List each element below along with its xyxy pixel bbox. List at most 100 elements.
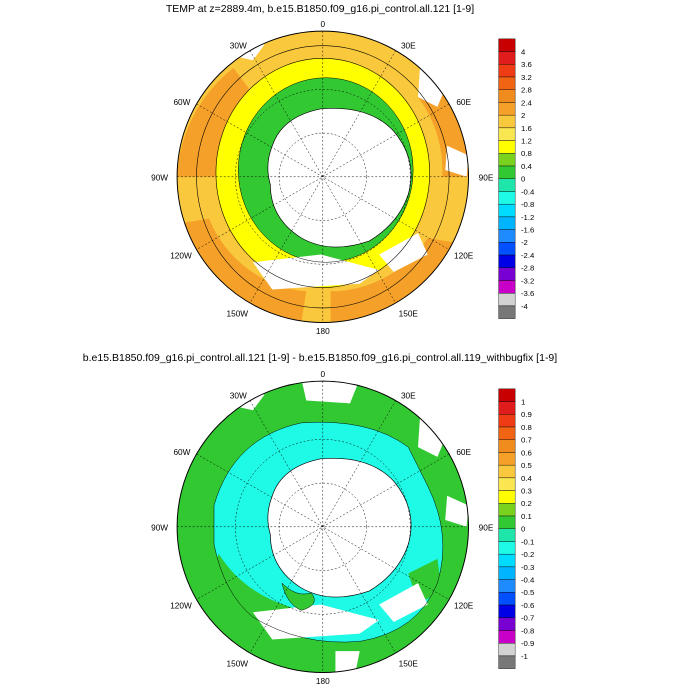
lon-label: 0 [321, 20, 326, 29]
colorbar-label: 0 [521, 175, 526, 184]
colorbar-label: 0.4 [521, 162, 532, 171]
map-title-bottom: b.e15.B1850.f09_g16.pi_control.all.121 [… [82, 352, 558, 364]
colorbar-swatch [498, 140, 516, 154]
map-title-top: TEMP at z=2889.4m, b.e15.B1850.f09_g16.p… [165, 3, 475, 15]
colorbar-swatch [498, 229, 516, 243]
map-field-bottom [177, 381, 469, 673]
colorbar-label: 0.1 [521, 512, 532, 521]
colorbar-label: 3.6 [521, 60, 532, 69]
colorbar-swatch [498, 293, 516, 307]
colorbar-swatch [498, 165, 516, 179]
lon-label: 30E [401, 42, 416, 51]
lon-label: 0 [321, 370, 326, 379]
colorbar-label: 0.4 [521, 474, 532, 483]
colorbar-label: -0.2 [521, 550, 534, 559]
map-field-top [177, 31, 469, 323]
colorbar-swatch [498, 630, 516, 644]
colorbar-swatch [498, 102, 516, 116]
colorbar-swatch [498, 216, 516, 230]
colorbar-swatch [498, 477, 516, 491]
colorbar-swatch [498, 464, 516, 479]
colorbar-label: -1 [521, 652, 528, 661]
colorbar-swatch [498, 592, 516, 606]
colorbar-swatch [498, 254, 516, 268]
lon-label: 150E [399, 310, 419, 319]
colorbar-swatch [498, 203, 516, 218]
lon-label: 90W [151, 524, 168, 533]
colorbar-swatch [498, 153, 516, 167]
colorbar-swatch [498, 89, 516, 103]
lon-label: 180 [316, 677, 330, 686]
lon-label: 30W [230, 392, 247, 401]
lon-label: 150W [227, 310, 249, 319]
colorbar-label: -1.2 [521, 213, 534, 222]
colorbar-label: -0.6 [521, 601, 534, 610]
colorbar-top: 4 3.6 3.2 2.8 2.4 2 1.6 1.2 0.8 0.4 0 -0.4 -0.8 -1.2 -… [498, 38, 535, 319]
colorbar-bottom: 1 0.9 0.8 0.7 0.6 0.5 0.4 0.3 0.2 0.1 0 -0.1 -0.2 -0.… [498, 388, 535, 669]
colorbar-swatch [498, 127, 516, 141]
colorbar-label: -2.8 [521, 264, 534, 273]
polar-map-panel-top: 0 30E 60E 90E 120E 150E 180 150W 120W 90… [151, 20, 535, 336]
lon-label: 120E [454, 251, 474, 260]
colorbar-label: 1.6 [521, 124, 532, 133]
lon-label: 60E [456, 448, 471, 457]
lon-label: 180 [316, 327, 330, 336]
lon-labels-top: 0 30E 60E 90E 120E 150E 180 150W 120W 90… [151, 20, 494, 336]
lon-label: 30W [230, 42, 247, 51]
colorbar-swatch [498, 604, 516, 618]
colorbar-swatch [498, 490, 516, 504]
colorbar-label: -0.7 [521, 614, 534, 623]
colorbar-label: 0.8 [521, 423, 532, 432]
colorbar-label: -0.1 [521, 537, 534, 546]
lon-labels-bottom: 0 30E 60E 90E 120E 150E 180 150W 120W 90… [151, 370, 494, 686]
colorbar-label: 0.8 [521, 149, 532, 158]
colorbar-label: -0.8 [521, 200, 534, 209]
colorbar-swatch [498, 51, 516, 65]
colorbar-swatch [498, 655, 516, 669]
colorbar-swatch [498, 515, 516, 529]
lon-label: 60W [173, 448, 190, 457]
colorbar-swatch [498, 503, 516, 517]
colorbar-swatch [498, 566, 516, 580]
colorbar-swatch [498, 64, 516, 78]
colorbar-swatch [498, 541, 516, 555]
colorbar-swatch [498, 305, 516, 319]
lon-label: 60W [173, 98, 190, 107]
polar-map-panel-bottom: 0 30E 60E 90E 120E 150E 180 150W 120W 90… [151, 370, 535, 686]
colorbar-swatch [498, 579, 516, 593]
lon-label: 90E [479, 174, 494, 183]
colorbar-swatch [498, 76, 516, 90]
colorbar-label: -0.4 [521, 187, 535, 196]
colorbar-label: 1.2 [521, 137, 532, 146]
colorbar-label: -3.6 [521, 289, 534, 298]
colorbar-swatch [498, 426, 516, 440]
colorbar-swatch [498, 242, 516, 256]
colorbar-swatch [498, 643, 516, 657]
colorbar-label: -0.4 [521, 576, 535, 585]
colorbar-label: 3.2 [521, 73, 532, 82]
colorbar-label: -2.4 [521, 251, 535, 260]
lon-label: 120W [170, 251, 192, 260]
lon-label: 120E [454, 601, 474, 610]
colorbar-label: 4 [521, 47, 526, 56]
lon-label: 60E [456, 98, 471, 107]
colorbar-label: -0.9 [521, 639, 534, 648]
colorbar-label: -1.6 [521, 226, 534, 235]
colorbar-swatch [498, 388, 516, 402]
colorbar-label: 0.6 [521, 448, 532, 457]
colorbar-swatch [498, 553, 516, 568]
colorbar-label: -0.3 [521, 563, 534, 572]
map-border-top [176, 30, 469, 323]
colorbar-label: 0.2 [521, 499, 532, 508]
colorbar-label: 0.7 [521, 436, 532, 445]
colorbar-label: 2.4 [521, 98, 532, 107]
colorbar-swatch [498, 528, 516, 542]
colorbar-label: 0 [521, 525, 526, 534]
colorbar-label: 2 [521, 111, 525, 120]
colorbar-label: -0.5 [521, 588, 534, 597]
lon-label: 150E [399, 660, 419, 669]
colorbar-label: -4 [521, 302, 529, 311]
colorbar-swatch [498, 401, 516, 415]
colorbar-label: -2 [521, 238, 528, 247]
colorbar-swatch [498, 267, 516, 281]
